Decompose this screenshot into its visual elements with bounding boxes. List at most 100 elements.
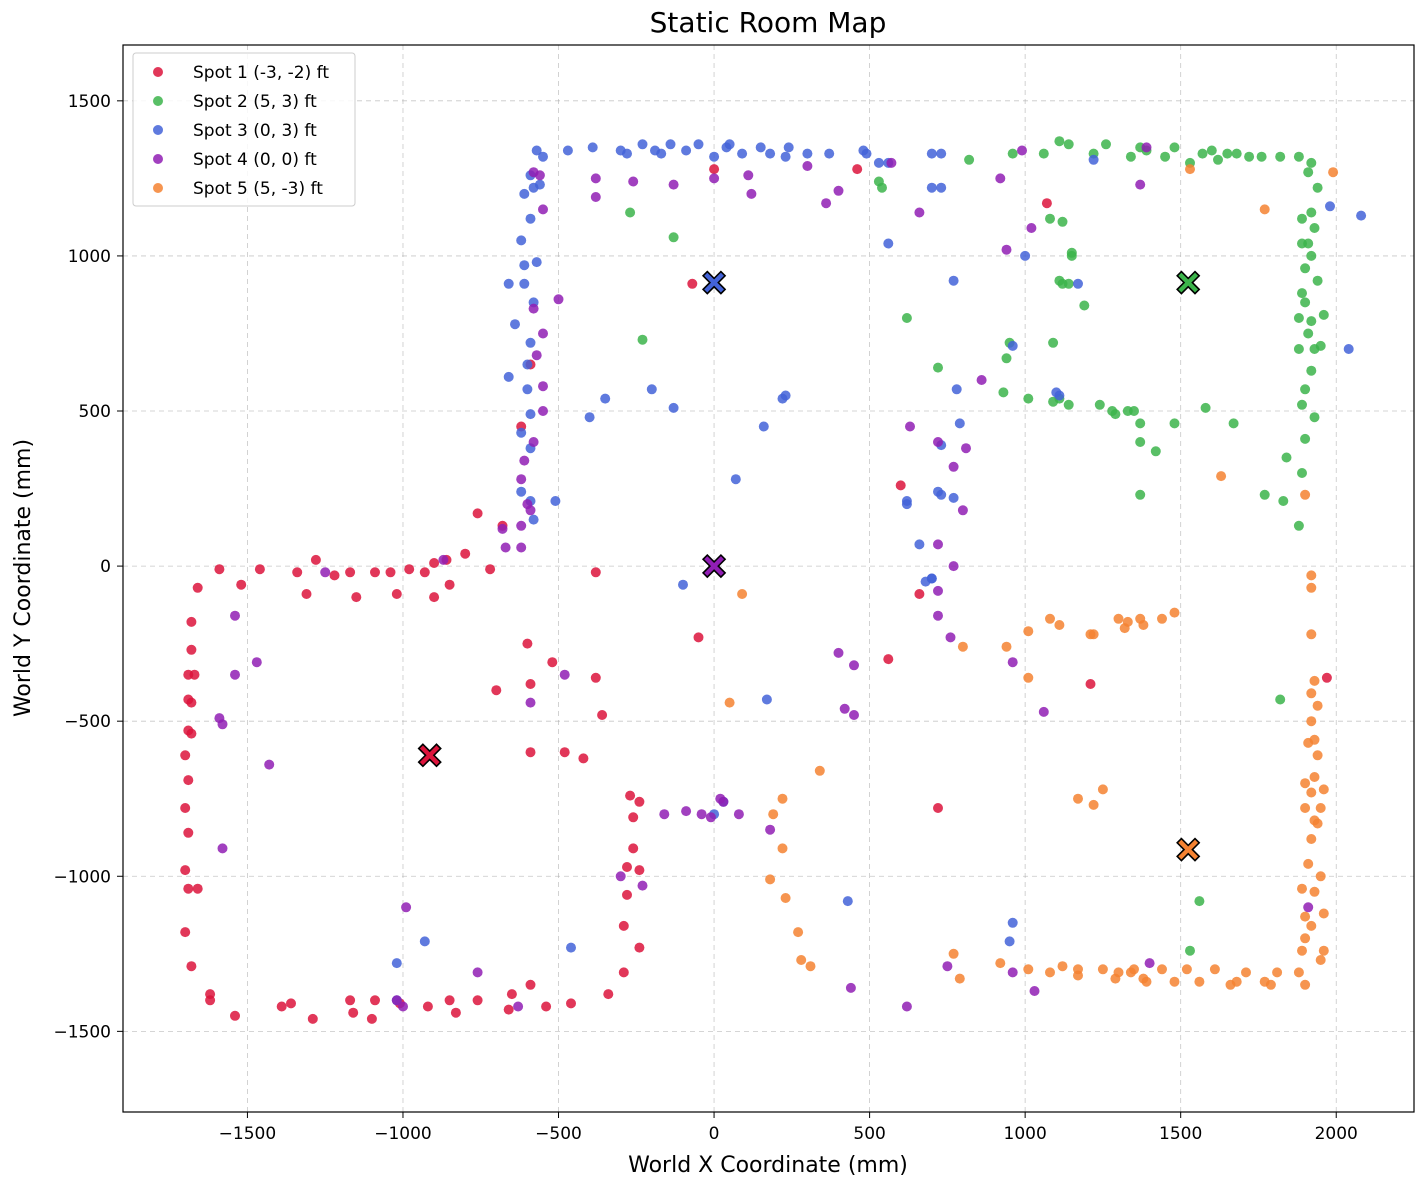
data-point <box>1073 793 1083 804</box>
data-point <box>516 520 527 531</box>
data-point <box>1306 570 1317 581</box>
data-point <box>780 390 791 401</box>
data-point <box>534 179 545 190</box>
data-point <box>1169 418 1180 429</box>
data-point <box>525 409 536 420</box>
data-point <box>628 843 639 854</box>
legend-items: Spot 1 (-3, -2) ft Spot 2 (5, 3) ft Spot 3… <box>153 63 329 199</box>
data-point <box>765 148 776 159</box>
data-point <box>668 179 679 190</box>
legend-box <box>132 52 356 207</box>
data-point <box>1259 204 1270 215</box>
x-tick-label: 1000 <box>1004 1124 1047 1144</box>
data-point <box>236 579 247 590</box>
data-point <box>777 793 788 804</box>
data-point <box>566 998 576 1009</box>
y-tick-label: −1000 <box>53 867 111 887</box>
data-point <box>1141 976 1152 987</box>
data-point <box>1315 340 1326 351</box>
data-point <box>519 188 530 199</box>
data-point <box>668 402 679 413</box>
data-point <box>351 592 362 603</box>
data-point <box>861 148 872 159</box>
series-2-points <box>625 136 1329 956</box>
data-point <box>538 381 548 392</box>
data-point <box>590 192 601 202</box>
data-point <box>1300 933 1311 944</box>
data-point <box>1309 223 1320 233</box>
data-point <box>948 948 959 959</box>
data-point <box>1309 675 1320 686</box>
data-point <box>1054 275 1065 286</box>
data-point <box>1300 803 1311 813</box>
data-point <box>1197 148 1208 159</box>
legend-marker <box>153 96 163 106</box>
data-point <box>578 753 589 764</box>
data-point <box>709 164 720 175</box>
data-point <box>1293 967 1304 978</box>
data-point <box>780 151 791 162</box>
data-point <box>777 843 788 854</box>
data-point <box>1007 917 1018 928</box>
data-point <box>192 883 203 894</box>
grid-lines <box>123 45 1414 1112</box>
data-point <box>186 728 197 739</box>
data-point <box>1057 961 1068 972</box>
data-point <box>637 880 648 891</box>
data-point <box>948 561 959 572</box>
data-point <box>345 995 356 1006</box>
data-point <box>183 694 194 705</box>
data-point <box>1038 148 1049 159</box>
data-point <box>1303 902 1314 913</box>
data-point <box>1144 958 1155 969</box>
data-point <box>1300 297 1311 308</box>
data-point <box>936 182 947 193</box>
data-point <box>1004 936 1015 947</box>
data-point <box>634 796 645 807</box>
data-point <box>500 542 511 553</box>
data-point <box>1007 340 1018 351</box>
data-point <box>1023 672 1034 683</box>
data-point <box>1318 309 1329 320</box>
data-point <box>516 235 527 246</box>
data-point <box>737 148 748 159</box>
data-point <box>709 173 720 184</box>
data-point <box>553 294 564 305</box>
data-point <box>1306 716 1317 727</box>
data-point <box>948 275 959 286</box>
data-point <box>780 893 791 903</box>
spot-2-marker <box>1176 270 1201 295</box>
data-point <box>525 979 536 990</box>
legend-label: Spot 2 (5, 3) ft <box>193 92 317 112</box>
data-point <box>1312 750 1323 761</box>
data-point <box>183 775 194 786</box>
data-point <box>833 185 844 196</box>
data-point <box>1315 803 1326 813</box>
data-point <box>839 703 850 714</box>
data-point <box>419 936 430 947</box>
legend-marker <box>153 125 163 135</box>
data-point <box>1259 489 1270 500</box>
data-point <box>538 204 548 215</box>
data-point <box>180 803 191 813</box>
data-point <box>429 558 440 568</box>
series-1-points <box>180 164 1332 1024</box>
data-point <box>628 176 639 187</box>
data-point <box>186 961 197 972</box>
data-point <box>1272 967 1283 978</box>
data-point <box>1029 986 1040 996</box>
data-point <box>180 927 191 938</box>
data-point <box>472 967 483 978</box>
data-point <box>1265 979 1276 990</box>
data-point <box>802 161 813 171</box>
data-point <box>503 1004 514 1015</box>
data-point <box>1063 399 1074 410</box>
data-point <box>1023 393 1034 404</box>
data-point <box>1135 489 1146 500</box>
data-point <box>1306 920 1317 931</box>
data-point <box>525 337 536 348</box>
data-point <box>1216 471 1227 482</box>
data-point <box>519 260 530 271</box>
data-point <box>1306 250 1317 261</box>
data-point <box>618 920 629 931</box>
